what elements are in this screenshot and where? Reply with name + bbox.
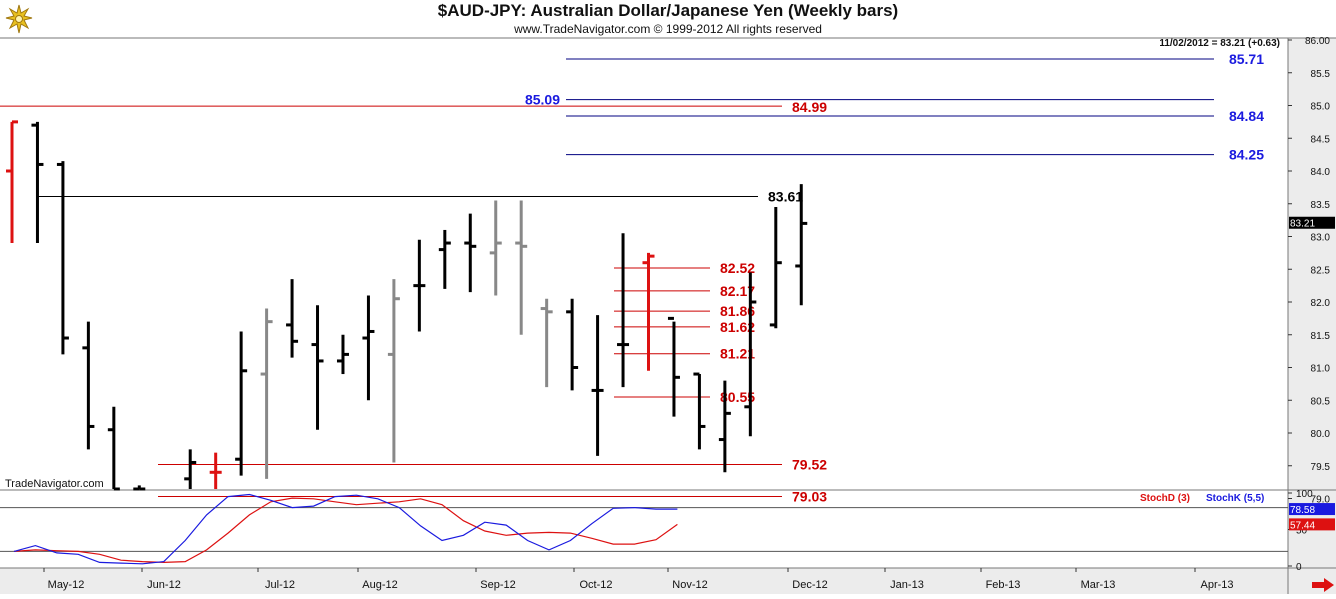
support-label: 79.03 xyxy=(792,489,827,505)
chart-title: $AUD-JPY: Australian Dollar/Japanese Yen… xyxy=(437,1,899,20)
ohlc-bar xyxy=(235,331,248,476)
stochastic-series-line xyxy=(13,497,678,564)
ohlc-bar xyxy=(617,233,630,388)
price-axis xyxy=(1288,38,1336,594)
stochastic-value-tag xyxy=(1289,518,1335,531)
ohlc-bar xyxy=(642,252,655,371)
time-tick-label: Sep-12 xyxy=(480,579,515,591)
price-tick-label: 86.00 xyxy=(1305,36,1330,47)
projection-label: 84.84 xyxy=(1229,108,1264,124)
ohlc-bar xyxy=(82,321,95,450)
ohlc-bar xyxy=(387,279,400,463)
time-tick-label: Jun-12 xyxy=(147,579,181,591)
ohlc-bar xyxy=(693,372,706,450)
ohlc-bar xyxy=(209,452,222,489)
ohlc-bar xyxy=(260,308,273,479)
price-tick-label: 84.0 xyxy=(1311,167,1331,178)
chart-header: $AUD-JPY: Australian Dollar/Japanese Yen… xyxy=(0,0,1336,38)
support-label: 82.17 xyxy=(720,283,755,299)
time-tick-label: Oct-12 xyxy=(579,579,612,591)
stochastic-value-label: 57.44 xyxy=(1290,520,1315,531)
stochastic-value-label: 78.58 xyxy=(1290,505,1315,516)
stochastic-series-line xyxy=(13,493,678,565)
ohlc-bar xyxy=(6,120,18,244)
time-tick-label: Feb-13 xyxy=(986,579,1021,591)
ohlc-bar xyxy=(744,272,757,437)
copyright-text: www.TradeNavigator.com © 1999-2012 All r… xyxy=(514,22,822,36)
time-tick-label: Dec-12 xyxy=(792,579,827,591)
ohlc-bar xyxy=(464,213,477,293)
price-tick-label: 82.0 xyxy=(1311,298,1331,309)
price-tick-label: 81.5 xyxy=(1311,331,1331,342)
price-tick-label: 84.5 xyxy=(1311,134,1331,145)
scroll-right-arrow-icon[interactable] xyxy=(1310,576,1336,594)
price-tick-label: 80.5 xyxy=(1311,396,1331,407)
price-tick-label: 83.5 xyxy=(1311,200,1331,211)
last-quote-label: 11/02/2012 = 83.21 (+0.63) xyxy=(1159,38,1280,49)
price-tick-label: 82.5 xyxy=(1311,265,1331,276)
time-tick-label: Apr-13 xyxy=(1200,579,1233,591)
price-tick-label: 85.5 xyxy=(1311,69,1331,80)
support-label: 81.86 xyxy=(720,303,755,319)
price-tick-label: 80.0 xyxy=(1311,429,1331,440)
ohlc-bar xyxy=(336,334,349,375)
time-tick-label: May-12 xyxy=(48,579,85,591)
support-label: 82.52 xyxy=(720,260,755,276)
projection-label: 85.09 xyxy=(525,92,560,108)
projection-label: 84.25 xyxy=(1229,147,1264,163)
support-label: 79.52 xyxy=(792,456,827,472)
stochastic-tick-label: 100 xyxy=(1296,489,1313,500)
ohlc-bar xyxy=(515,200,528,335)
ohlc-bar xyxy=(362,295,375,401)
price-tick-label: 83.0 xyxy=(1311,233,1331,244)
price-tick-label: 81.0 xyxy=(1311,364,1331,375)
ohlc-bar xyxy=(540,298,553,388)
stochastic-tick-label: 50 xyxy=(1296,526,1308,537)
projection-label: 85.71 xyxy=(1229,51,1264,67)
resistance-label: 83.61 xyxy=(768,189,803,205)
stochk-legend: StochK (5,5) xyxy=(1206,493,1264,504)
price-tick-label: 79.5 xyxy=(1311,462,1331,473)
ohlc-bar xyxy=(769,207,782,329)
support-label: 80.55 xyxy=(720,389,755,405)
time-tick-label: Nov-12 xyxy=(672,579,707,591)
ohlc-bar xyxy=(107,406,120,491)
ohlc-bar xyxy=(667,316,680,417)
watermark-text: TradeNavigator.com xyxy=(5,478,104,490)
stochd-legend: StochD (3) xyxy=(1140,493,1190,504)
ohlc-bar xyxy=(438,229,451,289)
ohlc-bar xyxy=(566,298,579,391)
ohlc-bar xyxy=(286,279,299,358)
time-tick-label: Jan-13 xyxy=(890,579,924,591)
ohlc-bar xyxy=(489,200,502,296)
ohlc-bar xyxy=(184,449,197,489)
current-price-tag xyxy=(1289,216,1335,229)
time-tick-label: Aug-12 xyxy=(362,579,397,591)
trade-navigator-logo-icon[interactable] xyxy=(4,3,34,35)
stochastic-panel xyxy=(0,492,1288,568)
price-tick-label: 85.0 xyxy=(1311,102,1331,113)
ohlc-bar xyxy=(311,305,324,430)
time-axis xyxy=(0,568,1288,594)
support-label: 81.21 xyxy=(720,346,755,362)
ohlc-bar xyxy=(56,161,69,355)
ohlc-bar xyxy=(591,315,604,456)
price-tick-label: 79.0 xyxy=(1311,495,1331,506)
stochastic-value-tag xyxy=(1289,503,1335,516)
ohlc-bar xyxy=(31,121,44,244)
support-label: 84.99 xyxy=(792,99,827,115)
ohlc-bar xyxy=(718,380,731,473)
stochastic-tick-label: 0 xyxy=(1296,562,1302,573)
time-tick-label: Jul-12 xyxy=(265,579,295,591)
ohlc-bar xyxy=(133,485,146,491)
ohlc-bar xyxy=(795,184,808,306)
current-price-label: 83.21 xyxy=(1290,219,1315,230)
time-tick-label: Mar-13 xyxy=(1081,579,1116,591)
support-label: 81.62 xyxy=(720,319,755,335)
ohlc-bar xyxy=(413,239,426,332)
